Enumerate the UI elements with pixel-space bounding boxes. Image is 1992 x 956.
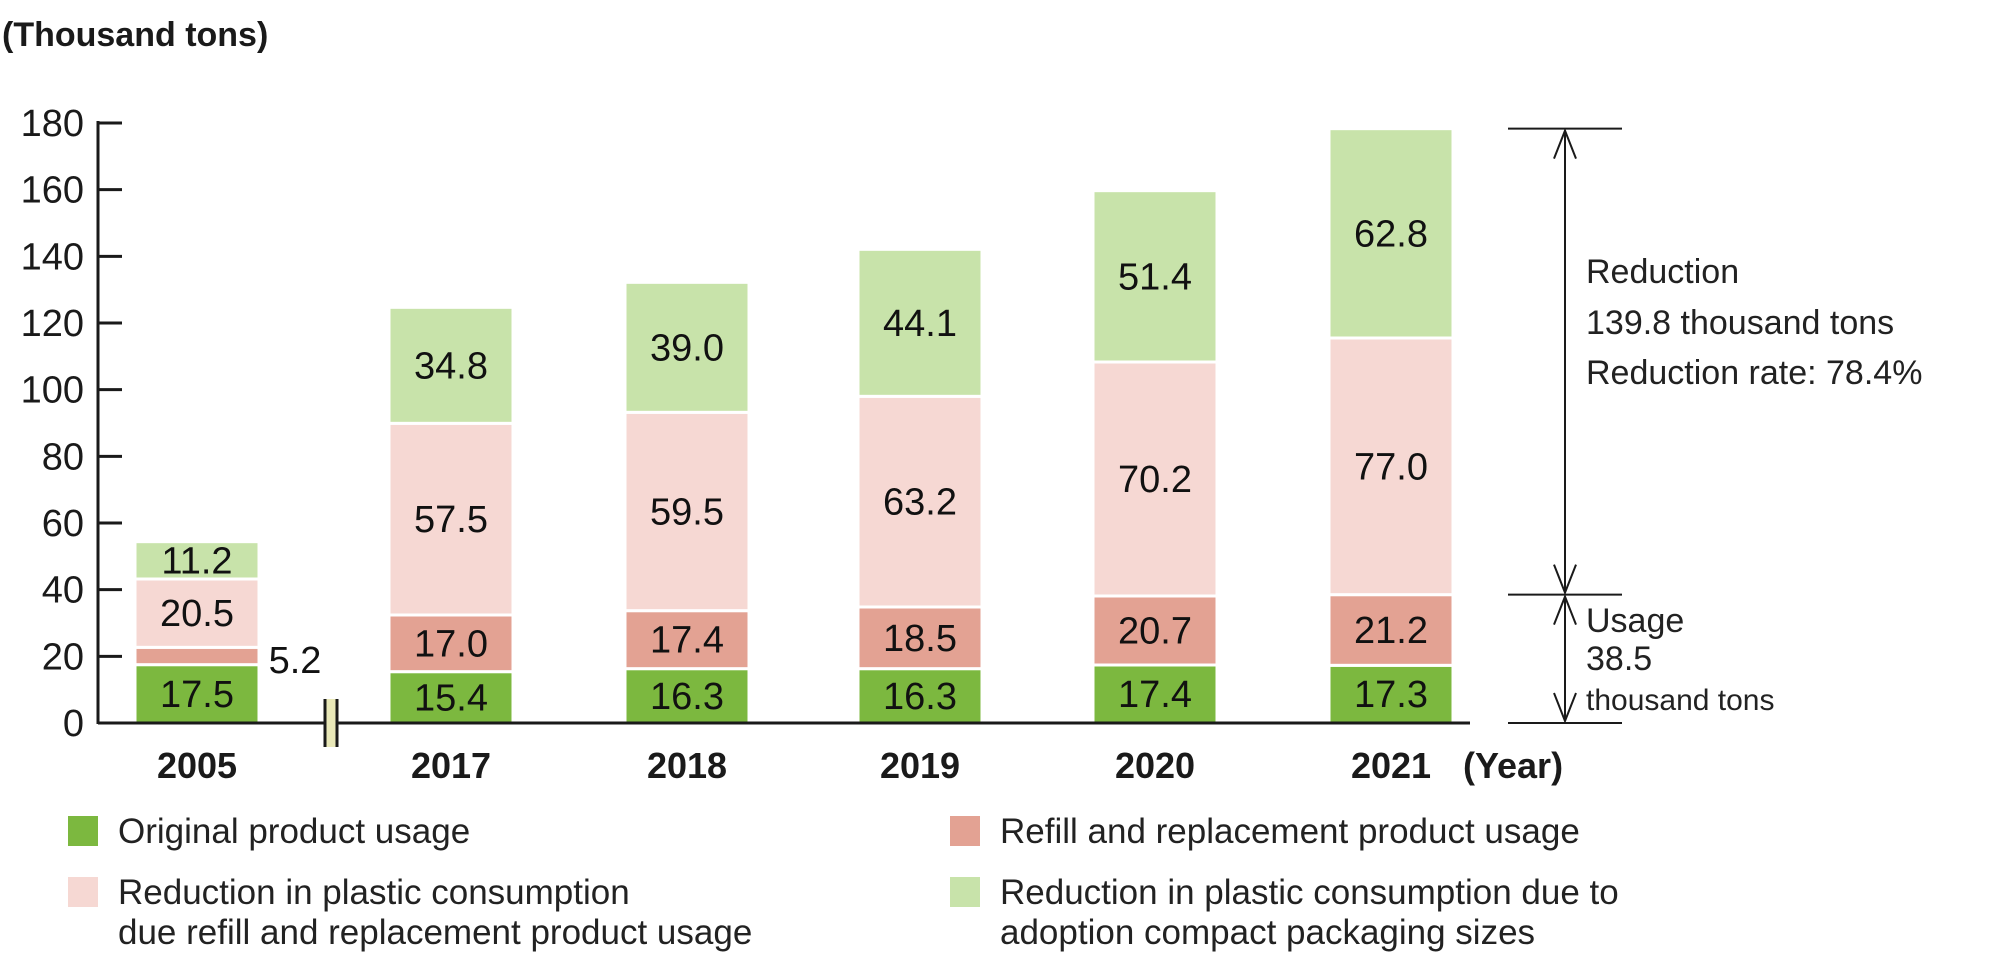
y-tick-label: 140 <box>21 236 84 278</box>
y-tick-label: 60 <box>42 503 84 545</box>
data-label: 18.5 <box>883 618 957 660</box>
x-axis-categories: 2005 2017 2018 2019 2020 2021 <box>157 745 1431 786</box>
bar-segment <box>1327 127 1455 340</box>
data-label: 11.2 <box>161 540 232 582</box>
arrow-head <box>1553 593 1577 626</box>
bar-segment <box>623 280 751 414</box>
legend-item-refill-reduction: Reduction in plastic consumption due ref… <box>68 873 752 953</box>
data-label: 77.0 <box>1354 446 1428 488</box>
axes <box>96 121 1470 747</box>
legend-label: Original product usage <box>118 812 471 851</box>
data-label: 17.4 <box>650 620 724 662</box>
bar-segment <box>623 410 751 613</box>
data-label: 62.8 <box>1354 213 1428 255</box>
legend-label: Reduction in plastic consumption due ref… <box>118 873 753 952</box>
bar-segment <box>133 540 261 581</box>
x-tick-label: 2005 <box>157 745 237 786</box>
bar-segment <box>387 421 515 617</box>
data-label: 17.4 <box>1118 674 1192 716</box>
x-tick-label: 2020 <box>1115 745 1195 786</box>
bar-segment <box>387 305 515 425</box>
data-label: 17.5 <box>160 674 234 716</box>
x-unit-label: (Year) <box>1463 745 1563 786</box>
arrow-head <box>1553 564 1577 596</box>
y-tick-label: 20 <box>42 636 84 678</box>
legend: Original product usage Refill and replac… <box>0 800 1992 956</box>
data-label: 63.2 <box>883 482 957 524</box>
bar-segment <box>1091 594 1219 667</box>
data-label: 21.2 <box>1354 610 1428 652</box>
legend-swatch <box>950 877 980 907</box>
legend-label: Refill and replacement product usage <box>1000 812 1580 851</box>
y-tick-label: 80 <box>42 436 84 478</box>
y-tick-label: 180 <box>21 103 84 145</box>
data-label: 59.5 <box>650 492 724 534</box>
arrow-head <box>1553 127 1577 160</box>
y-unit-label: (Thousand tons) <box>2 16 268 54</box>
bar-segment <box>856 605 984 671</box>
y-tick-label: 160 <box>21 170 84 212</box>
data-label: 34.8 <box>414 345 488 387</box>
usage-note: Usage <box>1586 602 1684 640</box>
y-tick-label: 120 <box>21 303 84 345</box>
legend-swatch <box>68 877 98 907</box>
x-tick-label: 2021 <box>1351 745 1431 786</box>
data-label: 17.3 <box>1354 674 1428 716</box>
bars: 17.5 5.2 20.5 11.2 15.4 17.0 57.5 34.8 16.3 17.4 5… <box>133 127 1455 725</box>
reduction-note: Reduction rate: 78.4% <box>1586 354 1922 392</box>
usage-note: 38.5 <box>1586 640 1652 678</box>
y-tick-label: 40 <box>42 570 84 612</box>
legend-item-refill: Refill and replacement product usage <box>950 812 1580 852</box>
bar-segment <box>1091 189 1219 364</box>
reduction-note: Reduction <box>1586 253 1739 291</box>
y-tick-label: 100 <box>21 370 84 412</box>
bar-segment <box>387 613 515 674</box>
bar-segment <box>133 645 261 667</box>
data-label: 57.5 <box>414 499 488 541</box>
legend-swatch <box>68 816 98 846</box>
arrow-head <box>1553 692 1577 724</box>
data-label: 20.5 <box>160 593 234 635</box>
stacked-bar-chart: (Thousand tons) 0 20 40 60 80 100 120 140 160 180… <box>2 16 1922 786</box>
usage-note: thousand tons <box>1586 684 1774 717</box>
annotations: Reduction 139.8 thousand tons Reduction ra… <box>1508 127 1922 724</box>
y-axis-ticks: 0 20 40 60 80 100 120 140 160 180 <box>21 103 122 745</box>
data-label: 70.2 <box>1118 459 1192 501</box>
axis-break <box>325 699 337 747</box>
data-label: 20.7 <box>1118 611 1192 653</box>
data-label: 15.4 <box>414 677 488 719</box>
bar-segment <box>623 609 751 671</box>
data-label: 16.3 <box>650 676 724 718</box>
data-label: 16.3 <box>883 676 957 718</box>
x-tick-label: 2019 <box>880 745 960 786</box>
x-tick-label: 2017 <box>411 745 491 786</box>
data-label: 44.1 <box>883 303 957 345</box>
legend-item-original: Original product usage <box>68 812 470 852</box>
bar-segment <box>856 667 984 725</box>
data-label: 39.0 <box>650 327 724 369</box>
legend-item-compact-reduction: Reduction in plastic consumption due to … <box>950 873 1619 953</box>
bar-segment <box>856 247 984 398</box>
data-label: 17.0 <box>414 623 488 665</box>
bar-segment <box>387 670 515 725</box>
reduction-note: 139.8 thousand tons <box>1586 304 1894 342</box>
data-label: 51.4 <box>1118 256 1192 298</box>
data-label: 5.2 <box>269 640 322 682</box>
legend-label: Reduction in plastic consumption due to … <box>1000 873 1619 952</box>
bar-segment <box>1327 336 1455 597</box>
legend-swatch <box>950 816 980 846</box>
y-tick-label: 0 <box>63 703 84 745</box>
x-tick-label: 2018 <box>647 745 727 786</box>
